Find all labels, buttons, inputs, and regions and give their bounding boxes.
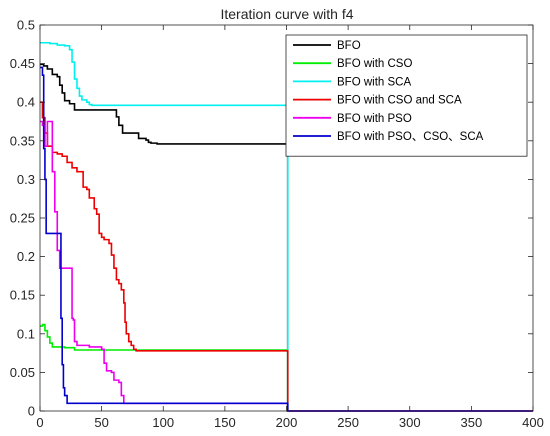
x-tick-label: 150 [214, 415, 236, 430]
y-tick-label: 0.05 [10, 365, 35, 380]
legend-label-1: BFO [337, 40, 361, 52]
y-tick-label: 0.2 [17, 249, 35, 264]
y-tick-label: 0.5 [17, 18, 35, 33]
y-tick-label: 0.25 [10, 211, 35, 226]
x-tick-label: 250 [337, 415, 359, 430]
legend-label-2: BFO with CSO [337, 58, 412, 70]
series-line-6 [40, 66, 533, 412]
series-line-5 [40, 120, 533, 412]
x-tick-label: 400 [522, 415, 544, 430]
x-tick-label: 350 [461, 415, 483, 430]
legend-label-4: BFO with CSO and SCA [337, 95, 462, 107]
series-layer [40, 41, 533, 412]
series-line-3 [40, 41, 533, 412]
x-tick-label: 300 [399, 415, 421, 430]
y-tick-label: 0.15 [10, 288, 35, 303]
legend-label-3: BFO with SCA [337, 76, 411, 88]
x-tick-label: 50 [94, 415, 108, 430]
legend: BFO BFO with CSO BFO with SCA BFO with CSO … [285, 34, 528, 157]
x-tick-label: 200 [276, 415, 298, 430]
axes-layer: 0 50 100 150 200 250 300 350 400 0 0.05 0.1 0.15 0.2 0… [10, 18, 544, 431]
y-tick-label: 0.35 [10, 133, 35, 148]
y-tick-label: 0.3 [17, 172, 35, 187]
chart-title: Iteration curve with f4 [220, 6, 353, 22]
x-tick-label: 0 [36, 415, 43, 430]
series-line-4 [40, 101, 533, 412]
y-tick-label: 0 [28, 404, 35, 419]
y-tick-label: 0.45 [10, 56, 35, 71]
legend-label-6: BFO with PSO、CSO、SCA [337, 131, 484, 143]
y-tick-label: 0.4 [17, 95, 35, 110]
x-tick-label: 100 [152, 415, 174, 430]
legend-label-5: BFO with PSO [337, 113, 412, 125]
y-tick-label: 0.1 [17, 326, 35, 341]
series-line-1 [40, 63, 533, 412]
